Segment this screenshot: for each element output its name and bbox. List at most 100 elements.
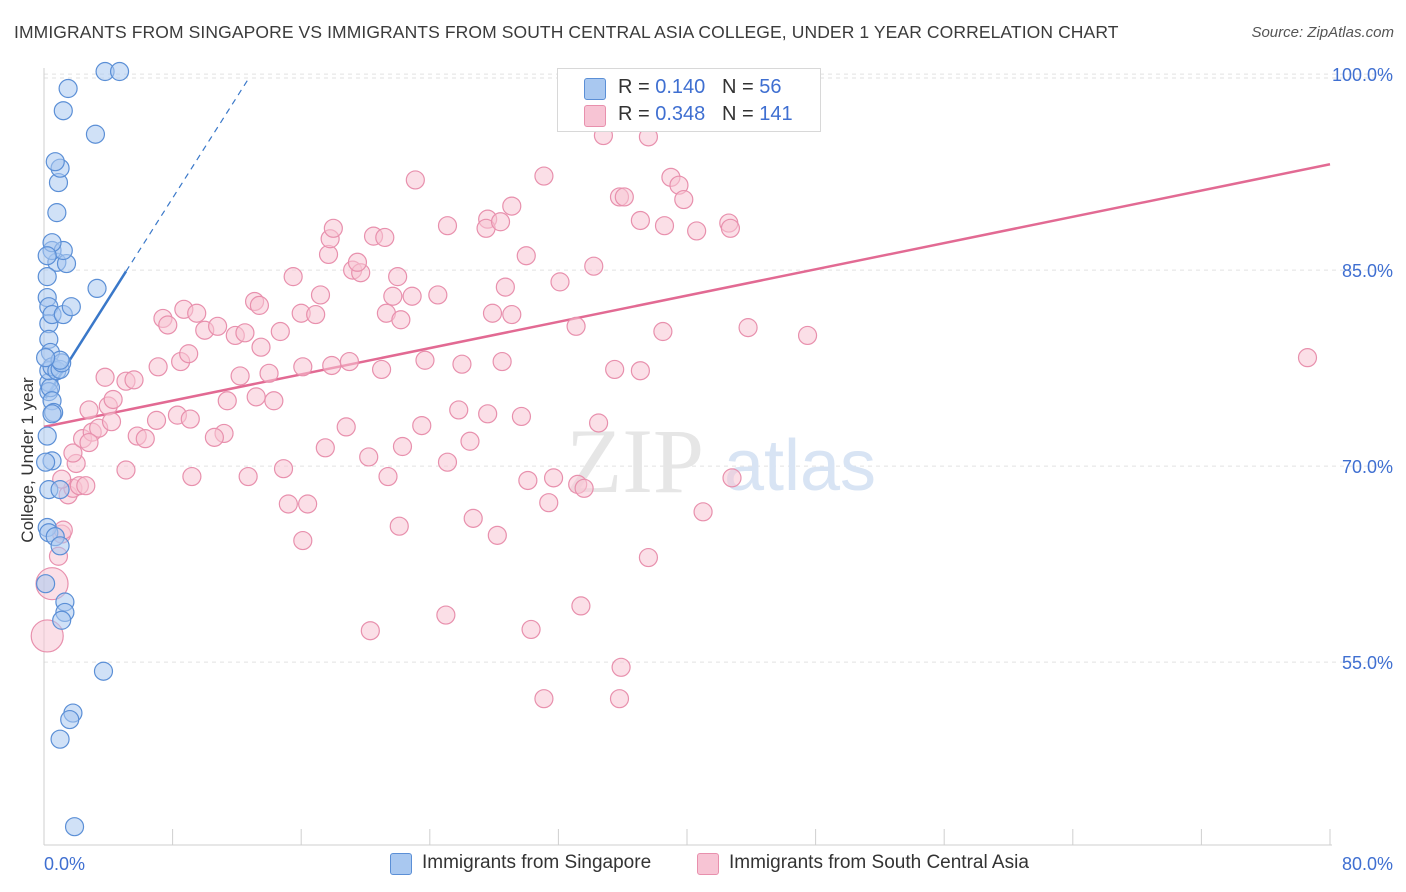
point-south-central-asia <box>246 387 266 407</box>
y-tick-label: 70.0% <box>1342 457 1393 477</box>
stats-legend: R = 0.140 N = 56 R = 0.348 N = 141 <box>557 68 821 132</box>
n-label: N = <box>721 76 754 98</box>
source-credit: Source: ZipAtlas.com <box>1251 24 1394 41</box>
point-singapore <box>47 203 67 223</box>
point-south-central-asia <box>182 466 202 487</box>
point-south-central-asia <box>378 466 398 487</box>
point-south-central-asia <box>674 189 694 210</box>
point-south-central-asia <box>566 316 586 336</box>
point-south-central-asia <box>148 357 168 377</box>
point-singapore <box>37 426 57 446</box>
point-south-central-asia <box>208 316 228 336</box>
point-singapore <box>93 661 114 681</box>
point-south-central-asia <box>518 470 538 491</box>
point-south-central-asia <box>315 438 335 458</box>
point-south-central-asia <box>543 468 564 488</box>
point-south-central-asia <box>1297 348 1318 368</box>
point-south-central-asia <box>392 436 413 457</box>
point-south-central-asia <box>187 303 207 323</box>
point-south-central-asia <box>359 447 379 467</box>
point-south-central-asia <box>235 323 255 343</box>
point-south-central-asia <box>124 370 144 390</box>
point-singapore <box>52 610 72 630</box>
point-south-central-asia <box>428 285 448 305</box>
point-south-central-asia <box>179 344 199 364</box>
point-south-central-asia <box>95 367 115 387</box>
point-singapore <box>36 348 56 368</box>
point-south-central-asia <box>654 216 675 236</box>
point-singapore <box>64 817 85 837</box>
watermark: ZIP atlas <box>566 410 876 512</box>
grid-lines <box>44 73 1395 663</box>
point-south-central-asia <box>293 357 313 377</box>
point-south-central-asia <box>388 267 408 287</box>
point-south-central-asia <box>158 315 178 335</box>
point-south-central-asia <box>217 391 237 411</box>
point-singapore <box>37 246 57 266</box>
point-south-central-asia <box>460 431 480 451</box>
point-south-central-asia <box>306 304 326 325</box>
r-label: R = <box>618 76 650 98</box>
point-south-central-asia <box>534 689 554 709</box>
point-south-central-asia <box>238 466 258 487</box>
point-south-central-asia <box>146 410 167 430</box>
point-south-central-asia <box>204 427 224 447</box>
point-south-central-asia <box>79 432 99 453</box>
legend-swatch-singapore <box>584 78 606 100</box>
point-south-central-asia <box>437 216 458 236</box>
point-south-central-asia <box>259 363 279 383</box>
point-south-central-asia <box>550 272 570 292</box>
y-tick-label: 55.0% <box>1342 653 1393 673</box>
point-south-central-asia <box>293 530 313 551</box>
point-singapore <box>58 78 78 99</box>
point-south-central-asia <box>449 400 469 420</box>
point-south-central-asia <box>230 366 250 386</box>
r-value-south-central-asia: 0.348 <box>655 103 706 125</box>
n-label: N = <box>721 103 754 125</box>
point-south-central-asia <box>495 277 515 297</box>
x-tick-label: 80.0% <box>1342 854 1393 874</box>
point-south-central-asia <box>347 252 368 272</box>
point-south-central-asia <box>722 468 742 488</box>
point-south-central-asia <box>797 325 818 346</box>
point-south-central-asia <box>502 196 522 216</box>
point-singapore <box>109 61 130 82</box>
bottom-legend-swatch-south-central-asia <box>697 853 719 875</box>
watermark-atlas: atlas <box>724 426 876 506</box>
point-south-central-asia <box>516 246 536 266</box>
point-south-central-asia <box>492 351 512 372</box>
r-value-singapore: 0.140 <box>655 76 706 98</box>
point-south-central-asia <box>687 221 707 241</box>
point-singapore <box>50 536 70 556</box>
point-south-central-asia <box>693 502 713 522</box>
point-south-central-asia <box>402 286 422 306</box>
point-south-central-asia <box>638 547 659 568</box>
point-south-central-asia <box>323 218 343 238</box>
point-south-central-asia <box>490 212 511 232</box>
point-south-central-asia <box>605 359 625 380</box>
point-singapore <box>42 404 62 424</box>
point-south-central-asia <box>251 337 271 357</box>
point-south-central-asia <box>270 321 290 342</box>
point-south-central-asia <box>482 303 503 323</box>
y-tick-labels: 55.0% 70.0% 85.0% 100.0% <box>1332 65 1393 673</box>
point-south-central-asia <box>437 452 458 472</box>
point-south-central-asia <box>539 493 559 513</box>
x-tick-label: 0.0% <box>44 854 85 874</box>
point-south-central-asia <box>310 285 331 305</box>
point-south-central-asia <box>116 460 136 480</box>
point-south-central-asia <box>436 605 456 625</box>
point-south-central-asia <box>609 689 630 709</box>
point-south-central-asia <box>375 227 395 248</box>
point-south-central-asia <box>463 508 483 528</box>
point-south-central-asia <box>452 354 472 374</box>
point-singapore <box>36 452 56 472</box>
trend-line-south-central-asia <box>43 163 1331 429</box>
point-south-central-asia <box>738 318 758 338</box>
point-south-central-asia <box>101 412 122 432</box>
point-south-central-asia <box>371 359 392 380</box>
point-south-central-asia <box>278 494 298 514</box>
data-points <box>30 61 1318 837</box>
point-south-central-asia <box>521 619 541 640</box>
